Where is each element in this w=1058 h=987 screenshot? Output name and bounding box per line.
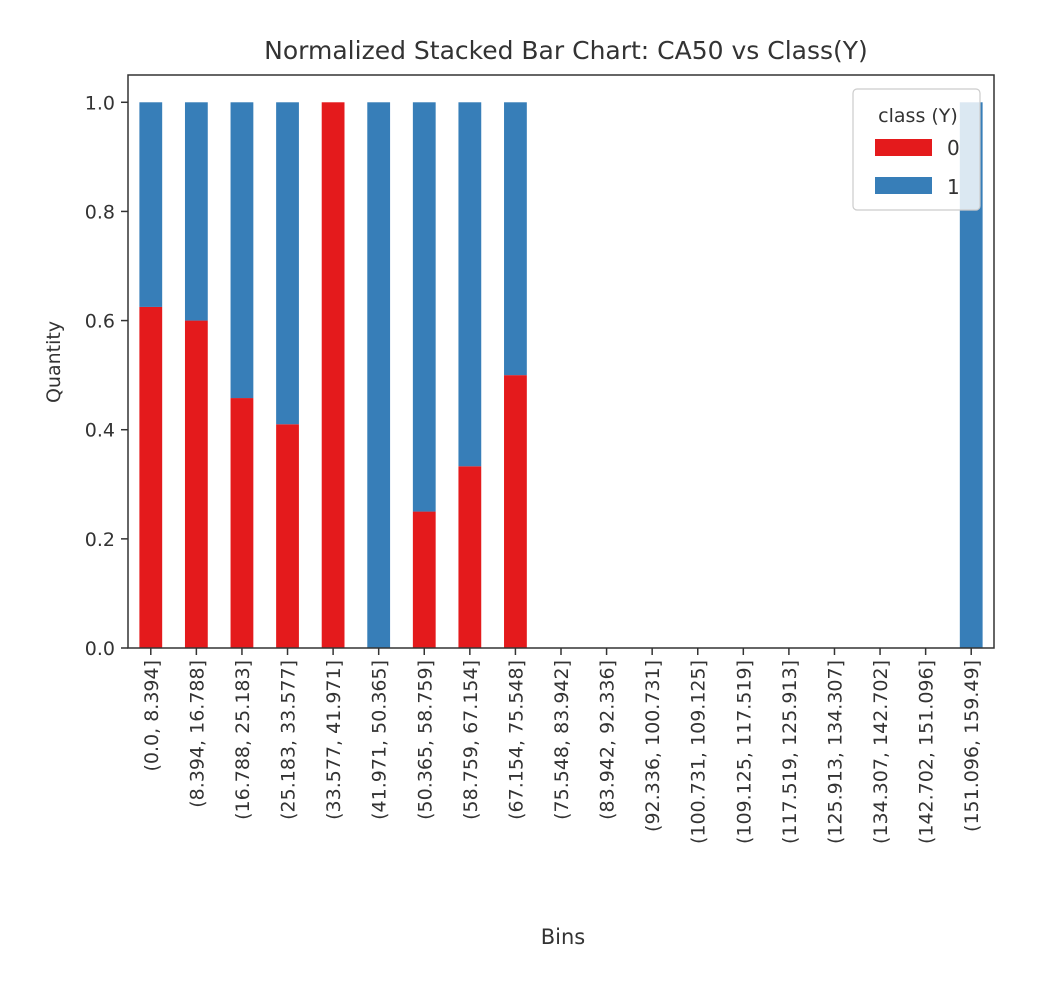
bar-series-1-bin-5 bbox=[367, 102, 391, 649]
bar-series-1-bin-0 bbox=[139, 102, 163, 307]
x-tick-label-0: (0.0, 8.394] bbox=[141, 660, 163, 772]
x-tick-label-1: (8.394, 16.788] bbox=[186, 660, 208, 808]
x-tick-label-3: (25.183, 33.577] bbox=[278, 660, 300, 820]
bar-series-0-bin-8 bbox=[504, 375, 527, 648]
y-tick-label-0: 0.0 bbox=[85, 638, 115, 660]
x-tick-label-16: (134.307, 142.702] bbox=[870, 660, 892, 844]
y-tick-label-2: 0.4 bbox=[85, 420, 115, 442]
x-tick-label-9: (75.548, 83.942] bbox=[551, 660, 573, 820]
legend: class (Y) 0 1 bbox=[852, 88, 981, 211]
x-tick-label-4: (33.577, 41.971] bbox=[323, 660, 345, 820]
x-axis-label: Bins bbox=[541, 925, 586, 949]
x-tick-label-14: (117.519, 125.913] bbox=[779, 660, 801, 844]
y-tick-label-5: 1.0 bbox=[85, 92, 115, 114]
x-axis: (0.0, 8.394] (8.394, 16.788] (16.788, 25.1… bbox=[141, 648, 983, 844]
bar-series-0-bin-0 bbox=[139, 306, 163, 648]
x-tick-label-17: (142.702, 151.096] bbox=[916, 660, 938, 844]
x-tick-label-8: (67.154, 75.548] bbox=[505, 660, 527, 820]
legend-label-1: 1 bbox=[947, 175, 960, 199]
legend-title: class (Y) bbox=[878, 105, 958, 127]
legend-swatch-1 bbox=[875, 177, 932, 194]
x-tick-label-18: (151.096, 159.49] bbox=[961, 660, 983, 832]
bar-series-1-bin-1 bbox=[184, 102, 208, 321]
x-tick-label-2: (16.788, 25.183] bbox=[232, 660, 254, 820]
x-tick-label-12: (100.731, 109.125] bbox=[688, 660, 710, 844]
y-tick-label-1: 0.2 bbox=[85, 529, 115, 551]
bar-series-0-bin-4 bbox=[321, 102, 345, 649]
x-tick-label-5: (41.971, 50.365] bbox=[369, 660, 391, 820]
x-tick-label-7: (58.759, 67.154] bbox=[460, 660, 482, 820]
bar-series-1-bin-3 bbox=[276, 102, 299, 425]
legend-label-0: 0 bbox=[947, 136, 960, 160]
bar-series-1-bin-6 bbox=[412, 102, 436, 512]
bar-series-1-bin-7 bbox=[458, 102, 482, 467]
bar-series-0-bin-7 bbox=[458, 466, 482, 648]
x-tick-label-11: (92.336, 100.731] bbox=[642, 660, 664, 832]
x-tick-label-10: (83.942, 92.336] bbox=[597, 660, 619, 820]
y-axis-label: Quantity bbox=[43, 321, 65, 403]
x-tick-label-13: (109.125, 117.519] bbox=[733, 660, 755, 844]
bar-series-1-bin-2 bbox=[230, 102, 254, 399]
plot-frame bbox=[127, 74, 995, 649]
bar-series-0-bin-2 bbox=[230, 398, 254, 648]
y-axis: 0.0 0.2 0.4 0.6 0.8 1.0 bbox=[85, 92, 128, 660]
legend-swatch-0 bbox=[875, 139, 932, 156]
bar-series-0-bin-3 bbox=[276, 424, 299, 648]
bar-series-1-bin-18 bbox=[959, 102, 983, 649]
y-tick-label-4: 0.8 bbox=[85, 201, 115, 223]
bar-series-1-bin-8 bbox=[504, 102, 527, 376]
chart-title: Normalized Stacked Bar Chart: CA50 vs Cl… bbox=[264, 36, 868, 65]
x-tick-label-15: (125.913, 134.307] bbox=[824, 660, 846, 844]
bar-series-0-bin-6 bbox=[412, 511, 436, 648]
bars-layer bbox=[139, 102, 983, 649]
bar-series-0-bin-1 bbox=[184, 320, 208, 648]
x-tick-label-6: (50.365, 58.759] bbox=[414, 660, 436, 820]
y-tick-label-3: 0.6 bbox=[85, 311, 115, 333]
